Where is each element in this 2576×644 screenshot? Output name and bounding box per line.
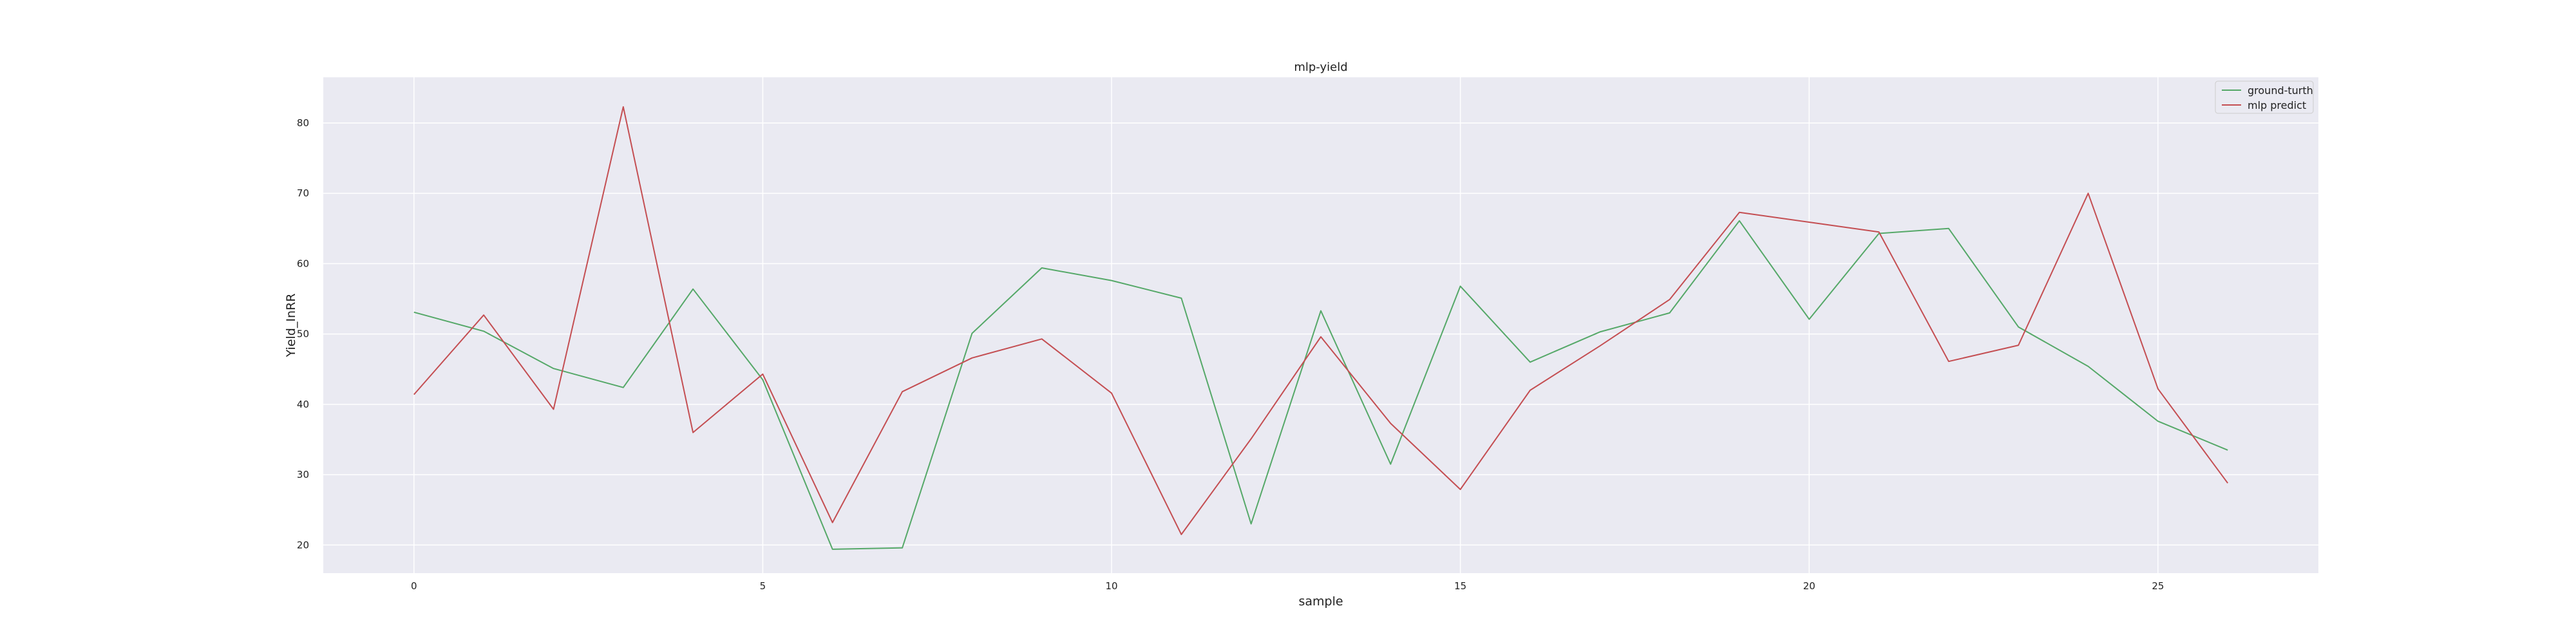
legend: ground-turth mlp predict [2215,80,2314,114]
y-tick-label: 20 [297,539,309,551]
y-tick-label: 70 [297,187,309,199]
y-tick-label: 50 [297,328,309,340]
series-line-ground-turth [413,220,2228,550]
x-axis-label: sample [1298,594,1343,609]
legend-label-ground-turth: ground-turth [2248,84,2313,97]
y-tick-label: 80 [297,117,309,129]
x-tick-label: 25 [2152,580,2164,592]
series-lines [413,106,2229,550]
chart-title: mlp-yield [1294,61,1347,74]
y-axis-label: Yield_InRR [284,294,298,358]
series-line-mlp-predict [413,106,2229,535]
x-tick-labels: 0 5 10 15 20 25 [411,580,2164,592]
y-tick-label: 30 [297,469,309,480]
grid [323,77,2318,573]
y-tick-label: 60 [297,258,309,269]
y-tick-label: 40 [297,399,309,410]
x-tick-label: 5 [760,580,766,592]
x-tick-label: 20 [1803,580,1815,592]
x-tick-label: 0 [411,580,417,592]
x-tick-label: 15 [1454,580,1466,592]
y-tick-labels: 20 30 40 50 60 70 80 [297,117,309,551]
legend-label-mlp-predict: mlp predict [2248,99,2306,111]
x-tick-label: 10 [1105,580,1117,592]
plot-background [323,77,2318,573]
